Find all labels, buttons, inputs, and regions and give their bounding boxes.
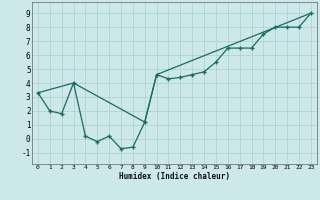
X-axis label: Humidex (Indice chaleur): Humidex (Indice chaleur) [119,172,230,181]
